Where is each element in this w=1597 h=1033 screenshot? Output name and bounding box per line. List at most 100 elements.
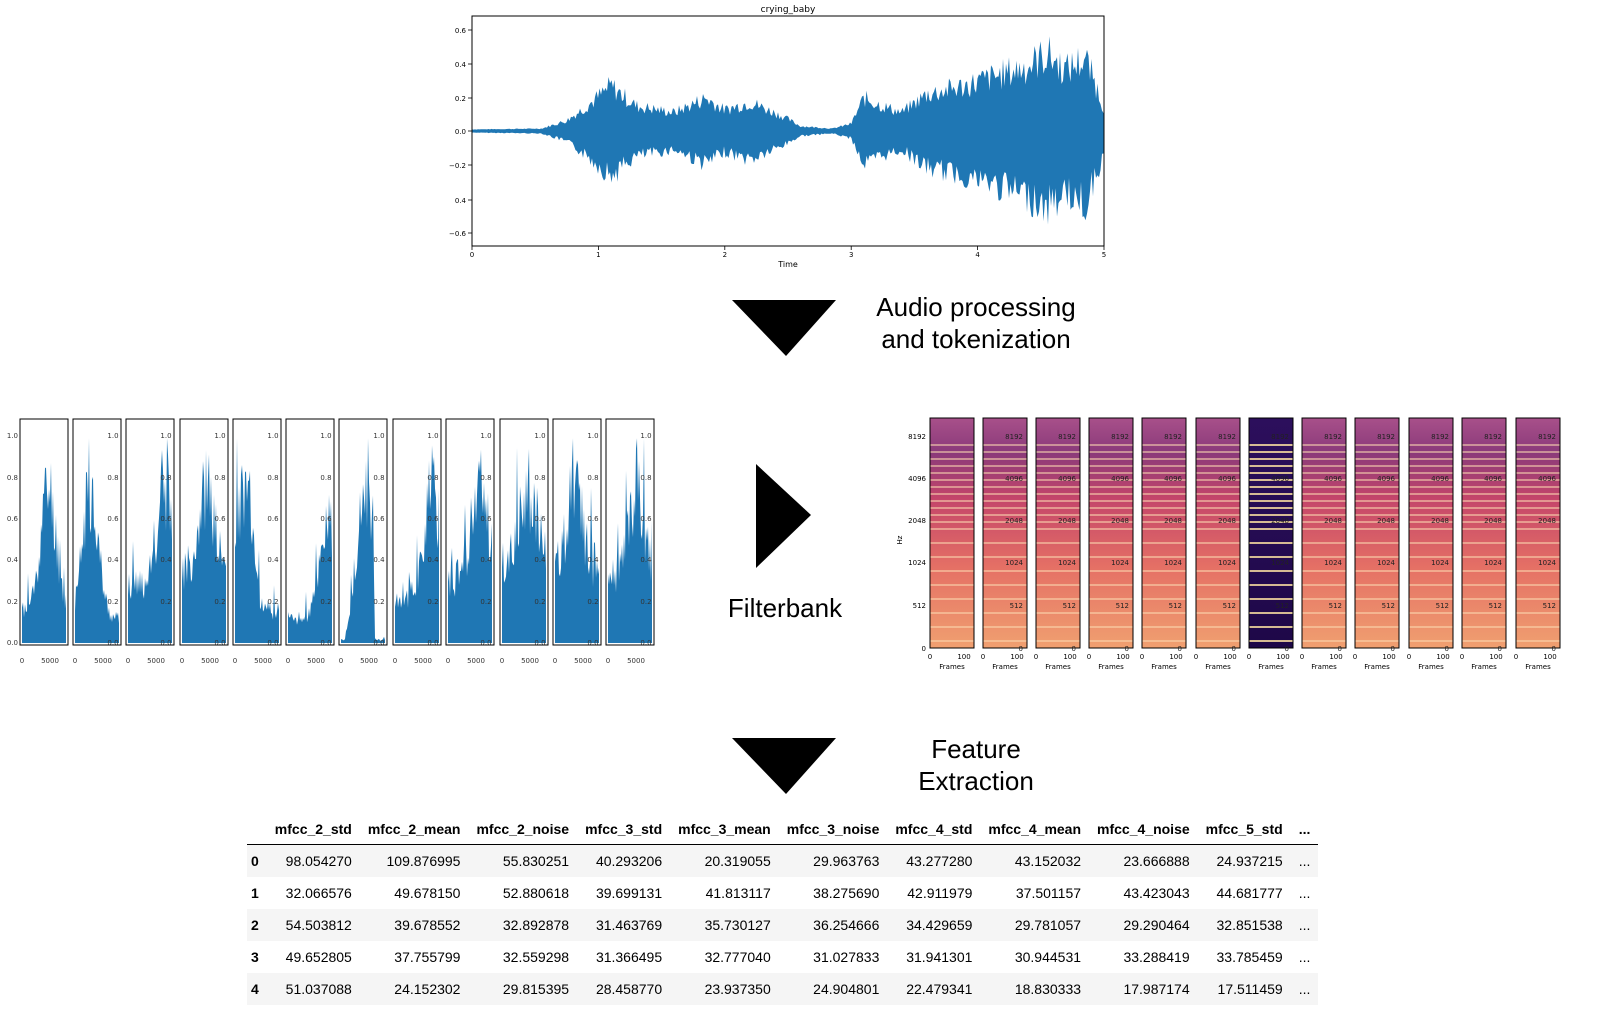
spectrogram-y-tick-label: 512 [1116,602,1129,610]
spectrogram-band [1196,451,1240,453]
spectrogram-frame [1088,417,1134,649]
spectrogram-band [1036,521,1080,523]
spectrogram-band [1142,570,1186,572]
histogram-y-tick-label: 0.8 [214,474,225,482]
spectrogram-band [983,598,1027,600]
histogram-x-tick-label: 0 [233,657,237,665]
spectrogram-band [1302,521,1346,523]
row-index: 0 [251,853,259,869]
histogram-y-tick-label: 0.0 [587,639,598,647]
spectrogram-y-tick-label: 2048 [1164,517,1182,525]
histogram-y-tick-label: 0.2 [107,598,118,606]
spectrogram-image [1516,418,1560,648]
table-cell: 23.666888 [1123,853,1190,869]
waveform-plot: crying_baby 0.6 0.4 0.2 0.0 −0.2 0.4 −0.6 0 1 2 3… [449,5,1106,269]
histogram-bars [235,438,279,643]
spectrogram-band [983,486,1027,488]
table-cell: 23.937350 [704,981,771,997]
spectrogram-band [1089,507,1133,509]
waveform-y-tick-label: 0.2 [455,95,466,103]
spectrogram-y-tick-label: 2048 [1005,517,1023,525]
histogram-y-tick-label: 1.0 [534,432,545,440]
histogram-y-tick-label: 0.0 [427,639,438,647]
spectrogram-band [1409,500,1453,502]
spectrogram-band [1196,486,1240,488]
spectrogram-y-tick-label: 8192 [1005,433,1023,441]
spectrogram-band [1249,528,1293,530]
spectrogram-band [1516,626,1560,628]
spectrogram-band [983,521,1027,523]
spectrogram-band [1142,458,1186,460]
spectrogram-y-tick-label: 8192 [908,433,926,441]
spectrogram-band [1409,570,1453,572]
spectrogram-band [1302,528,1346,530]
histogram-y-tick-label: 1.0 [320,432,331,440]
histogram-y-tick-label: 0.8 [320,474,331,482]
spectrogram-band [1089,486,1133,488]
spectrogram-x-tick-label: 100 [1276,653,1289,661]
spectrogram-band [1249,640,1293,642]
spectrogram-band [1462,528,1506,530]
spectrogram-band [983,612,1027,614]
spectrogram-band [1462,486,1506,488]
spectrogram-x-tick-label: 0 [1087,653,1091,661]
histogram-y-tick-label: 0.4 [7,556,19,564]
table-cell: 29.963763 [813,853,880,869]
spectrogram-frame [1035,417,1081,649]
spectrogram-band [1249,584,1293,586]
histogram-y-tick-label: 0.0 [214,639,225,647]
spectrogram-y-tick-label: 512 [1276,602,1289,610]
spectrogram-band [1089,528,1133,530]
spectrogram-band [1089,612,1133,614]
spectrogram-band [1196,640,1240,642]
spectrogram-y-tick-label: 0 [1232,645,1236,653]
spectrogram-band [1302,472,1346,474]
spectrogram-band [1409,486,1453,488]
spectrogram-band [1036,486,1080,488]
spectrogram-band [1462,444,1506,446]
table-cell: 43.423043 [1123,885,1190,901]
spectrogram-band [1462,451,1506,453]
histogram-y-tick-label: 0.8 [7,474,18,482]
spectrogram-image [1196,418,1240,648]
histogram-x-tick-label: 0 [393,657,397,665]
spectrogram-band [1409,451,1453,453]
histogram-y-tick-label: 0.4 [107,556,119,564]
table-cell: 24.904801 [813,981,880,997]
spectrogram-band [1302,556,1346,558]
histogram-y-tick-label: 0.4 [427,556,439,564]
waveform-signal [472,36,1104,225]
table-cell: 38.275690 [813,885,880,901]
spectrogram-band [930,493,974,495]
histogram-y-tick-label: 1.0 [373,432,384,440]
table-cell: 24.937215 [1216,853,1283,869]
spectrogram-band [1516,528,1560,530]
table-cell: 32.559298 [502,949,570,965]
spectrogram-y-tick-label: 0 [1338,645,1342,653]
spectrogram-y-tick-label: 2048 [1324,517,1342,525]
column-header: mfcc_4_std [895,821,973,837]
spectrogram-band [1516,514,1560,516]
histogram-y-tick-label: 0.0 [480,639,491,647]
table-cell: 30.944531 [1014,949,1082,965]
spectrogram-band [930,472,974,474]
spectrogram-band [1249,472,1293,474]
column-header: mfcc_2_noise [476,821,570,837]
spectrogram-band [1142,640,1186,642]
spectrogram-band [1409,458,1453,460]
spectrogram-band [930,500,974,502]
table-cell: 43.277280 [906,853,973,869]
table-row: 0 98.054270 109.876995 55.830251 40.293206 20… [247,844,1319,877]
spectrogram-band [1409,626,1453,628]
spectrogram-band [1409,479,1453,481]
spectrogram-band [930,479,974,481]
table-cell: 31.941301 [906,949,973,965]
spectrogram-y-tick-label: 4096 [1377,475,1395,483]
histogram-y-tick-label: 0.4 [267,556,279,564]
spectrogram-band [1462,479,1506,481]
spectrogram-band [983,626,1027,628]
table-cell: 32.851538 [1216,917,1283,933]
